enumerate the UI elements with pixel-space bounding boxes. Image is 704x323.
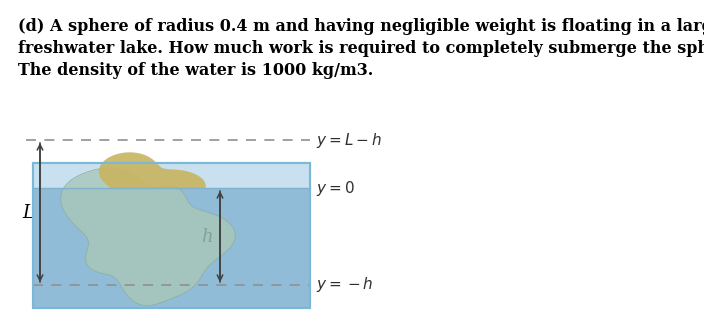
Bar bbox=[33, 163, 310, 188]
Bar bbox=[33, 163, 310, 308]
Text: $y=L-h$: $y=L-h$ bbox=[316, 130, 382, 150]
Text: $y=0$: $y=0$ bbox=[316, 179, 355, 197]
Polygon shape bbox=[61, 168, 235, 306]
Text: L: L bbox=[22, 203, 34, 222]
Polygon shape bbox=[99, 152, 206, 188]
Text: The density of the water is 1000 kg/m3.: The density of the water is 1000 kg/m3. bbox=[18, 62, 373, 79]
Text: freshwater lake. How much work is required to completely submerge the sphere?: freshwater lake. How much work is requir… bbox=[18, 40, 704, 57]
Bar bbox=[33, 163, 310, 308]
Bar bbox=[33, 188, 310, 308]
Text: (d) A sphere of radius 0.4 m and having negligible weight is floating in a large: (d) A sphere of radius 0.4 m and having … bbox=[18, 18, 704, 35]
Text: h: h bbox=[201, 227, 213, 245]
Text: $y=-h$: $y=-h$ bbox=[316, 276, 373, 295]
